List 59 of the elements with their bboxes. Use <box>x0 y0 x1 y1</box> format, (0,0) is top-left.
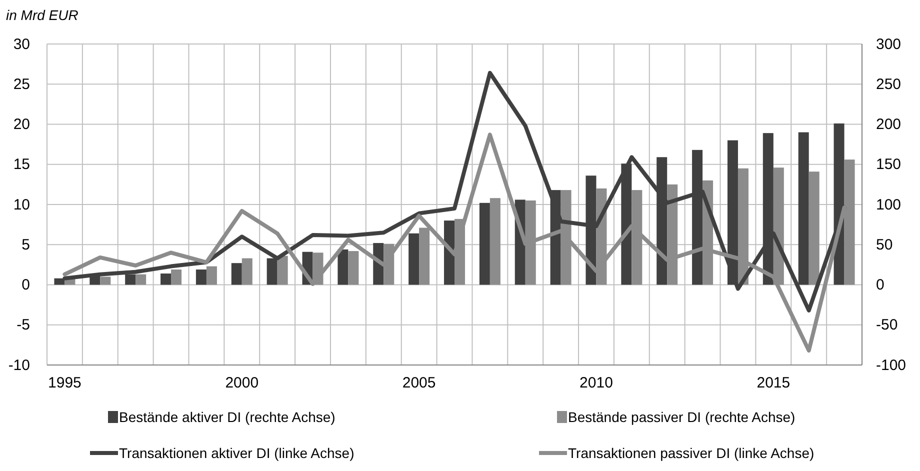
bar <box>160 274 172 285</box>
bar <box>667 184 678 285</box>
bar <box>525 200 536 285</box>
bar <box>277 256 288 285</box>
y2-tick-label: 300 <box>876 36 902 53</box>
bar <box>206 266 217 285</box>
y-tick-label: 20 <box>13 116 30 134</box>
bar <box>762 133 774 285</box>
bar <box>586 176 596 285</box>
y-axis-title: in Mrd EUR <box>6 7 78 23</box>
bar <box>632 190 642 285</box>
x-tick-label: 2010 <box>580 374 613 392</box>
y-tick-label: 25 <box>13 76 30 93</box>
bar <box>100 276 111 285</box>
y-tick-label: -10 <box>8 356 30 374</box>
y2-tick-label: -100 <box>876 356 906 374</box>
bar <box>242 258 252 285</box>
bar <box>266 258 278 285</box>
bar <box>231 263 242 285</box>
y2-tick-label: 250 <box>876 76 902 93</box>
y2-tick-label: 200 <box>876 116 902 134</box>
y2-tick-label: 0 <box>876 276 884 294</box>
bar <box>692 150 703 285</box>
y-tick-label: 10 <box>13 196 30 214</box>
bar <box>171 270 182 285</box>
legend-label: Transaktionen passiver DI (linke Achse) <box>568 445 814 461</box>
y-tick-label: -5 <box>16 316 30 334</box>
legend-label: Bestände aktiver DI (rechte Achse) <box>119 409 336 425</box>
bar <box>196 270 206 285</box>
y2-tick-label: -50 <box>876 316 898 334</box>
legend-label: Transaktionen aktiver DI (linke Achse) <box>119 445 354 461</box>
x-tick-label: 1995 <box>48 374 82 392</box>
bar <box>656 157 668 285</box>
bar <box>348 251 359 285</box>
bar <box>621 164 632 285</box>
bar <box>738 168 748 285</box>
bar <box>798 132 809 285</box>
bar <box>808 172 820 285</box>
bar <box>408 233 420 285</box>
x-tick-label: 2000 <box>225 374 259 392</box>
legend-label: Bestände passiver DI (rechte Achse) <box>568 409 796 425</box>
bar <box>490 198 500 285</box>
bar <box>479 202 490 285</box>
bar <box>338 249 348 285</box>
bar <box>727 140 738 285</box>
y-tick-label: 15 <box>13 156 30 174</box>
bar <box>125 274 136 285</box>
y-tick-label: 30 <box>13 36 30 53</box>
x-tick-label: 2015 <box>756 374 790 392</box>
y2-tick-label: 150 <box>876 156 902 174</box>
bar <box>136 274 146 285</box>
bar <box>444 220 454 285</box>
x-tick-label: 2005 <box>402 374 436 392</box>
bar <box>419 228 430 285</box>
bar <box>560 190 572 285</box>
y-tick-label: 5 <box>22 236 30 254</box>
y2-tick-label: 100 <box>876 196 902 214</box>
y2-tick-label: 50 <box>876 236 893 254</box>
y-tick-label: 0 <box>22 276 30 294</box>
